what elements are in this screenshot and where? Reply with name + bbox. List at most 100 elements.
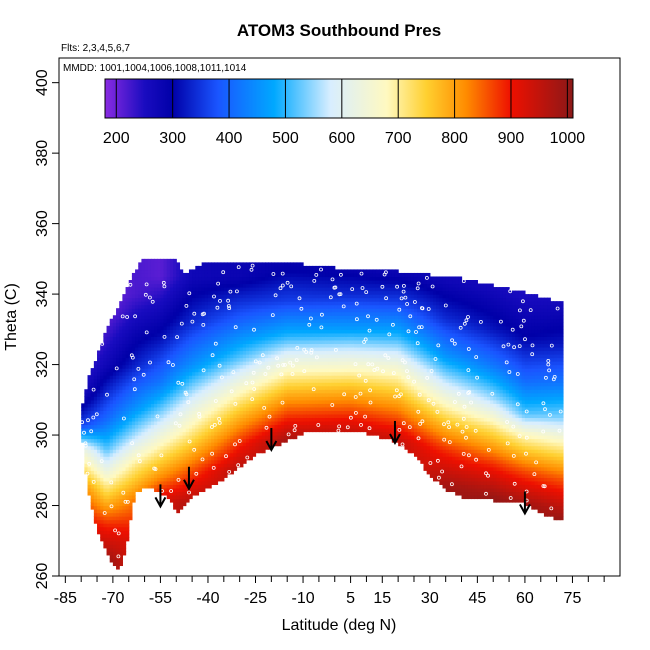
heatmap-cell <box>160 265 165 271</box>
heatmap-cell <box>125 491 130 496</box>
heatmap-cell <box>109 551 114 556</box>
heatmap-cell <box>233 399 238 404</box>
heatmap-cell <box>188 470 193 475</box>
heatmap-cell <box>315 368 320 373</box>
heatmap-cell <box>93 435 98 440</box>
heatmap-cell <box>312 346 317 352</box>
heatmap-cell <box>100 523 104 528</box>
heatmap-cell <box>230 368 234 373</box>
heatmap-cell <box>122 487 127 493</box>
heatmap-cell <box>315 332 320 337</box>
heatmap-cell <box>277 420 282 426</box>
heatmap-cell <box>179 435 184 440</box>
heatmap-cell <box>192 343 196 348</box>
heatmap-cell <box>84 392 89 397</box>
heatmap-cell <box>182 318 187 323</box>
heatmap-cell <box>344 301 349 306</box>
heatmap-cell <box>226 350 231 355</box>
heatmap-cell <box>135 269 139 274</box>
heatmap-cell <box>154 392 158 397</box>
heatmap-cell <box>220 336 225 341</box>
heatmap-cell <box>109 420 114 426</box>
heatmap-cell <box>337 297 342 302</box>
heatmap-cell <box>296 308 301 313</box>
heatmap-cell <box>265 343 269 348</box>
heatmap-cell <box>169 431 174 436</box>
heatmap-cell <box>144 308 149 313</box>
heatmap-cell <box>195 456 200 461</box>
heatmap-cell <box>128 350 133 355</box>
heatmap-cell <box>356 329 361 334</box>
heatmap-cell <box>211 463 215 468</box>
heatmap-cell <box>138 357 143 362</box>
heatmap-cell <box>306 276 310 281</box>
heatmap-cell <box>299 322 304 327</box>
heatmap-cell <box>331 368 336 373</box>
heatmap-cell <box>198 477 203 482</box>
heatmap-cell <box>157 354 162 359</box>
heatmap-cell <box>106 445 111 450</box>
heatmap-cell <box>356 368 361 373</box>
heatmap-cell <box>87 459 92 464</box>
heatmap-cell <box>119 346 123 352</box>
heatmap-cell <box>154 301 158 306</box>
heatmap-cell <box>106 382 111 387</box>
heatmap-cell <box>233 297 238 302</box>
heatmap-cell <box>331 361 336 366</box>
heatmap-cell <box>211 406 215 411</box>
heatmap-cell <box>128 452 133 457</box>
heatmap-cell <box>277 413 282 419</box>
heatmap-cell <box>179 392 184 397</box>
heatmap-cell <box>138 290 143 295</box>
heatmap-cell <box>185 410 190 415</box>
heatmap-cell <box>207 385 212 390</box>
heatmap-cell <box>322 375 326 380</box>
heatmap-cell <box>356 413 361 419</box>
heatmap-cell <box>147 375 152 380</box>
heatmap-cell <box>337 361 342 366</box>
heatmap-cell <box>144 424 149 429</box>
heatmap-cell <box>331 417 336 422</box>
heatmap-cell <box>290 350 295 355</box>
heatmap-cell <box>119 544 123 549</box>
heatmap-cell <box>246 276 250 281</box>
heatmap-cell <box>204 301 209 306</box>
heatmap-cell <box>125 463 130 468</box>
heatmap-cell <box>185 424 190 429</box>
heatmap-cell <box>347 297 352 302</box>
heatmap-cell <box>287 396 291 401</box>
heatmap-cell <box>112 403 117 408</box>
heatmap-cell <box>207 456 212 461</box>
heatmap-cell <box>280 378 285 383</box>
heatmap-cell <box>138 318 143 323</box>
heatmap-cell <box>246 350 250 355</box>
heatmap-cell <box>328 417 333 422</box>
heatmap-cell <box>93 385 98 390</box>
heatmap-cell <box>128 494 133 500</box>
heatmap-cell <box>280 280 285 285</box>
heatmap-cell <box>293 304 298 309</box>
heatmap-cell <box>306 304 310 309</box>
heatmap-cell <box>309 343 314 348</box>
heatmap-cell <box>179 371 184 376</box>
heatmap-cell <box>163 487 168 493</box>
heatmap-cell <box>182 428 187 433</box>
heatmap-cell <box>135 325 139 330</box>
heatmap-cell <box>122 375 127 380</box>
heatmap-cell <box>315 308 320 313</box>
heatmap-cell <box>328 403 333 408</box>
heatmap-cell <box>328 308 333 313</box>
heatmap-cell <box>150 406 155 411</box>
heatmap-cell <box>135 484 139 489</box>
heatmap-cell <box>179 339 184 345</box>
heatmap-cell <box>328 343 333 348</box>
heatmap-cell <box>163 311 168 316</box>
heatmap-cell <box>271 269 276 274</box>
heatmap-cell <box>141 357 146 362</box>
heatmap-cell <box>277 435 282 440</box>
heatmap-cell <box>309 329 314 334</box>
heatmap-cell <box>182 308 187 313</box>
heatmap-cell <box>290 280 295 285</box>
heatmap-cell <box>195 336 200 341</box>
heatmap-cell <box>169 463 174 468</box>
